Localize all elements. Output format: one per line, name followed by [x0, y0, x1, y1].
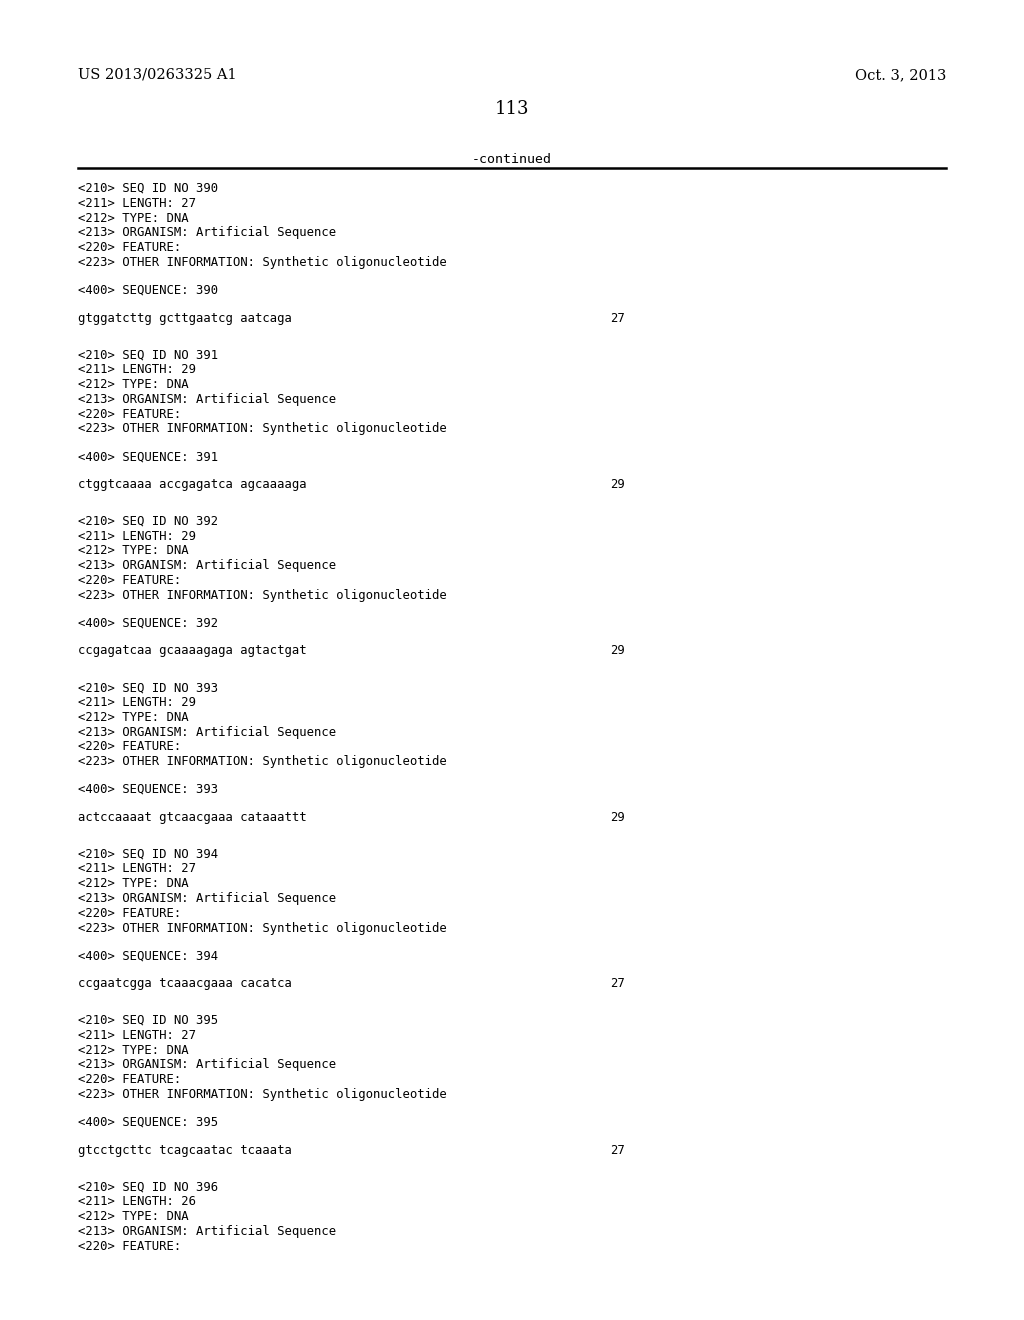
Text: <211> LENGTH: 27: <211> LENGTH: 27 [78, 197, 196, 210]
Text: gtcctgcttc tcagcaatac tcaaata: gtcctgcttc tcagcaatac tcaaata [78, 1143, 292, 1156]
Text: <211> LENGTH: 27: <211> LENGTH: 27 [78, 1028, 196, 1041]
Text: <212> TYPE: DNA: <212> TYPE: DNA [78, 710, 188, 723]
Text: <213> ORGANISM: Artificial Sequence: <213> ORGANISM: Artificial Sequence [78, 393, 336, 405]
Text: <211> LENGTH: 29: <211> LENGTH: 29 [78, 363, 196, 376]
Text: <223> OTHER INFORMATION: Synthetic oligonucleotide: <223> OTHER INFORMATION: Synthetic oligo… [78, 256, 446, 269]
Text: <400> SEQUENCE: 391: <400> SEQUENCE: 391 [78, 450, 218, 463]
Text: <223> OTHER INFORMATION: Synthetic oligonucleotide: <223> OTHER INFORMATION: Synthetic oligo… [78, 755, 446, 768]
Text: <220> FEATURE:: <220> FEATURE: [78, 1073, 181, 1086]
Text: <213> ORGANISM: Artificial Sequence: <213> ORGANISM: Artificial Sequence [78, 1225, 336, 1238]
Text: ctggtcaaaa accgagatca agcaaaaga: ctggtcaaaa accgagatca agcaaaaga [78, 478, 306, 491]
Text: 29: 29 [610, 810, 625, 824]
Text: <211> LENGTH: 29: <211> LENGTH: 29 [78, 696, 196, 709]
Text: <211> LENGTH: 27: <211> LENGTH: 27 [78, 862, 196, 875]
Text: <220> FEATURE:: <220> FEATURE: [78, 907, 181, 920]
Text: <220> FEATURE:: <220> FEATURE: [78, 574, 181, 587]
Text: <213> ORGANISM: Artificial Sequence: <213> ORGANISM: Artificial Sequence [78, 227, 336, 239]
Text: <213> ORGANISM: Artificial Sequence: <213> ORGANISM: Artificial Sequence [78, 560, 336, 572]
Text: 29: 29 [610, 478, 625, 491]
Text: <210> SEQ ID NO 391: <210> SEQ ID NO 391 [78, 348, 218, 362]
Text: ccgaatcgga tcaaacgaaa cacatca: ccgaatcgga tcaaacgaaa cacatca [78, 977, 292, 990]
Text: <210> SEQ ID NO 392: <210> SEQ ID NO 392 [78, 515, 218, 528]
Text: <211> LENGTH: 29: <211> LENGTH: 29 [78, 529, 196, 543]
Text: <220> FEATURE:: <220> FEATURE: [78, 242, 181, 255]
Text: <400> SEQUENCE: 390: <400> SEQUENCE: 390 [78, 284, 218, 297]
Text: gtggatcttg gcttgaatcg aatcaga: gtggatcttg gcttgaatcg aatcaga [78, 312, 292, 325]
Text: <223> OTHER INFORMATION: Synthetic oligonucleotide: <223> OTHER INFORMATION: Synthetic oligo… [78, 589, 446, 602]
Text: <210> SEQ ID NO 390: <210> SEQ ID NO 390 [78, 182, 218, 195]
Text: <220> FEATURE:: <220> FEATURE: [78, 1239, 181, 1253]
Text: <212> TYPE: DNA: <212> TYPE: DNA [78, 878, 188, 890]
Text: 113: 113 [495, 100, 529, 117]
Text: actccaaaat gtcaacgaaa cataaattt: actccaaaat gtcaacgaaa cataaattt [78, 810, 306, 824]
Text: <220> FEATURE:: <220> FEATURE: [78, 741, 181, 754]
Text: <210> SEQ ID NO 396: <210> SEQ ID NO 396 [78, 1180, 218, 1193]
Text: US 2013/0263325 A1: US 2013/0263325 A1 [78, 69, 237, 82]
Text: <212> TYPE: DNA: <212> TYPE: DNA [78, 1044, 188, 1056]
Text: <212> TYPE: DNA: <212> TYPE: DNA [78, 544, 188, 557]
Text: <210> SEQ ID NO 395: <210> SEQ ID NO 395 [78, 1014, 218, 1027]
Text: <211> LENGTH: 26: <211> LENGTH: 26 [78, 1195, 196, 1208]
Text: <210> SEQ ID NO 394: <210> SEQ ID NO 394 [78, 847, 218, 861]
Text: <213> ORGANISM: Artificial Sequence: <213> ORGANISM: Artificial Sequence [78, 726, 336, 739]
Text: <212> TYPE: DNA: <212> TYPE: DNA [78, 1210, 188, 1224]
Text: <212> TYPE: DNA: <212> TYPE: DNA [78, 378, 188, 391]
Text: <223> OTHER INFORMATION: Synthetic oligonucleotide: <223> OTHER INFORMATION: Synthetic oligo… [78, 921, 446, 935]
Text: 27: 27 [610, 1143, 625, 1156]
Text: 27: 27 [610, 312, 625, 325]
Text: -continued: -continued [472, 153, 552, 166]
Text: <212> TYPE: DNA: <212> TYPE: DNA [78, 211, 188, 224]
Text: <210> SEQ ID NO 393: <210> SEQ ID NO 393 [78, 681, 218, 694]
Text: <220> FEATURE:: <220> FEATURE: [78, 408, 181, 421]
Text: Oct. 3, 2013: Oct. 3, 2013 [855, 69, 946, 82]
Text: <213> ORGANISM: Artificial Sequence: <213> ORGANISM: Artificial Sequence [78, 892, 336, 906]
Text: <400> SEQUENCE: 394: <400> SEQUENCE: 394 [78, 949, 218, 962]
Text: <400> SEQUENCE: 395: <400> SEQUENCE: 395 [78, 1115, 218, 1129]
Text: <400> SEQUENCE: 393: <400> SEQUENCE: 393 [78, 783, 218, 796]
Text: <223> OTHER INFORMATION: Synthetic oligonucleotide: <223> OTHER INFORMATION: Synthetic oligo… [78, 1088, 446, 1101]
Text: ccgagatcaa gcaaaagaga agtactgat: ccgagatcaa gcaaaagaga agtactgat [78, 644, 306, 657]
Text: 29: 29 [610, 644, 625, 657]
Text: <223> OTHER INFORMATION: Synthetic oligonucleotide: <223> OTHER INFORMATION: Synthetic oligo… [78, 422, 446, 436]
Text: <213> ORGANISM: Artificial Sequence: <213> ORGANISM: Artificial Sequence [78, 1059, 336, 1072]
Text: <400> SEQUENCE: 392: <400> SEQUENCE: 392 [78, 616, 218, 630]
Text: 27: 27 [610, 977, 625, 990]
